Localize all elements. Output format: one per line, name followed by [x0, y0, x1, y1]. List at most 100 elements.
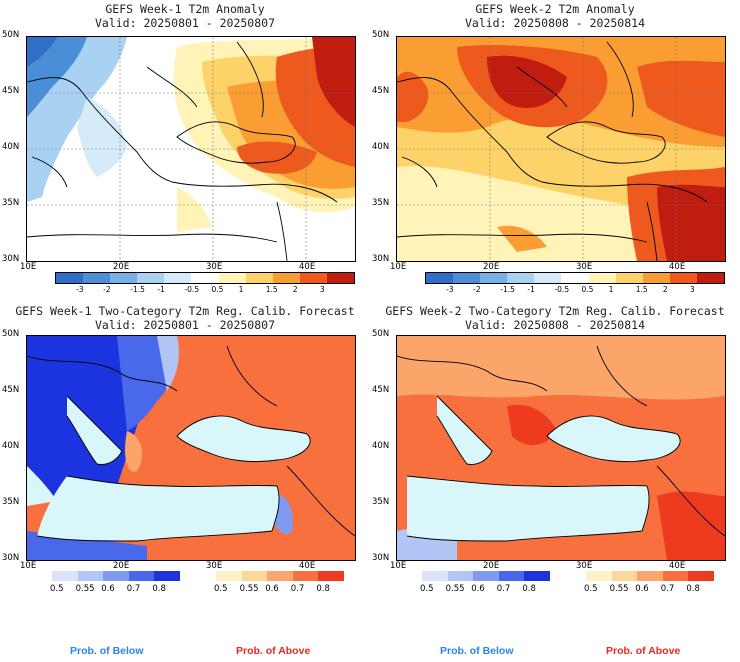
lat-label: 50N [2, 30, 20, 40]
colorbar-tick-label: -2 [473, 285, 481, 294]
prob-tick-label: 0.55 [75, 584, 95, 594]
lon-label: 30E [576, 561, 593, 571]
colorbar-tick-label: 1.5 [635, 285, 648, 294]
colorbar-tick-label: 2 [292, 285, 298, 294]
colorbar-tick-label: -1.5 [500, 285, 515, 294]
colorbar-swatch [77, 571, 104, 581]
prob-tick-label: 0.5 [584, 584, 598, 594]
panel-valid-dates: Valid: 20250808 - 20250814 [464, 16, 645, 30]
lat-label: 35N [372, 198, 390, 208]
colorbar-swatch [216, 571, 242, 581]
lat-label: 40N [372, 441, 390, 451]
colorbar-tick-label: 1.5 [265, 285, 278, 294]
colorbar-swatch [453, 273, 481, 283]
colorbar-swatch [241, 571, 268, 581]
lat-label: 40N [2, 142, 20, 152]
lat-label: 40N [372, 142, 390, 152]
colorbar-swatch [534, 273, 562, 283]
lon-label: 40E [299, 262, 316, 272]
colorbar-tick-label: -3 [446, 285, 454, 294]
colorbar-swatch [642, 273, 670, 283]
colorbar-swatch [52, 571, 78, 581]
colorbar-swatch [615, 273, 643, 283]
colorbar-swatch [164, 273, 192, 283]
colorbar-tick-label: 3 [689, 285, 695, 294]
colorbar-swatch [245, 273, 273, 283]
panel-valid-dates: Valid: 20250801 - 20250807 [94, 318, 275, 332]
colorbar-swatch [272, 273, 300, 283]
lat-label: 45N [2, 86, 20, 96]
colorbar-tick-label: -2 [103, 285, 111, 294]
prob-tick-label: 0.7 [290, 584, 305, 594]
colorbar-tick-label: 3 [319, 285, 325, 294]
colorbar-swatch [422, 571, 448, 581]
map-week1-probability [26, 335, 356, 561]
colorbar-swatch [103, 571, 129, 581]
lat-label: 35N [372, 497, 390, 507]
colorbar-swatch [480, 273, 508, 283]
colorbar-tick-label: -0.5 [184, 285, 200, 294]
colorbar-swatch [586, 571, 612, 581]
colorbar-swatch [588, 273, 616, 283]
panel-title: GEFS Week-2 T2m Anomaly [475, 2, 635, 16]
lat-label: 50N [372, 30, 390, 40]
prob-tick-label: 0.55 [445, 584, 465, 594]
lon-label: 30E [576, 262, 593, 272]
prob-above-colorbar [216, 571, 344, 581]
lat-label: 35N [2, 497, 20, 507]
colorbar-tick-label: 0.5 [581, 285, 594, 294]
panel-title: GEFS Week-2 Two-Category T2m Reg. Calib.… [385, 304, 725, 318]
lon-label: 20E [113, 262, 130, 272]
legend-prob-above: Prob. of Above [606, 645, 681, 657]
colorbar-swatch [507, 273, 535, 283]
colorbar-swatch [473, 571, 499, 581]
colorbar-swatch [447, 571, 474, 581]
colorbar-tick-label: -1.5 [130, 285, 145, 294]
colorbar-tick-label: -1 [157, 285, 165, 294]
prob-tick-label: 0.8 [686, 584, 700, 594]
lat-label: 45N [372, 86, 390, 96]
lon-label: 20E [483, 262, 500, 272]
lat-label: 30N [372, 254, 390, 264]
legend-prob-below: Prob. of Below [70, 645, 144, 657]
colorbar-tick-label: 2 [662, 285, 668, 294]
lon-label: 10E [20, 561, 37, 571]
colorbar-tick-label: -1 [527, 285, 535, 294]
prob-tick-label: 0.5 [214, 584, 228, 594]
prob-tick-label: 0.8 [316, 584, 330, 594]
colorbar-swatch [128, 571, 155, 581]
legend-prob-below: Prob. of Below [440, 645, 514, 657]
lat-label: 30N [2, 553, 20, 563]
lat-label: 35N [2, 198, 20, 208]
colorbar-swatch [669, 273, 697, 283]
prob-above-colorbar [586, 571, 714, 581]
colorbar-swatch [637, 571, 663, 581]
prob-tick-label: 0.6 [471, 584, 485, 594]
prob-tick-label: 0.6 [101, 584, 115, 594]
lon-label: 40E [669, 561, 686, 571]
colorbar-tick-label: 0.5 [211, 285, 224, 294]
colorbar-swatch [688, 571, 714, 581]
colorbar-swatch [561, 273, 589, 283]
lon-label: 20E [113, 561, 130, 571]
colorbar-tick-label: 1 [608, 285, 614, 294]
colorbar-swatch [154, 571, 180, 581]
prob-tick-label: 0.55 [239, 584, 259, 594]
map-week2-probability [396, 335, 726, 561]
prob-below-colorbar [422, 571, 550, 581]
colorbar-swatch [326, 273, 355, 283]
prob-tick-label: 0.6 [265, 584, 279, 594]
colorbar-swatch [137, 273, 165, 283]
prob-tick-label: 0.55 [609, 584, 629, 594]
legend-prob-above: Prob. of Above [236, 645, 311, 657]
colorbar-swatch [83, 273, 111, 283]
lon-label: 40E [669, 262, 686, 272]
colorbar-swatch [696, 273, 725, 283]
panel-valid-dates: Valid: 20250801 - 20250807 [94, 16, 275, 30]
lat-label: 50N [2, 329, 20, 339]
colorbar-swatch [498, 571, 525, 581]
colorbar-swatch [662, 571, 689, 581]
panel-title: GEFS Week-1 T2m Anomaly [105, 2, 265, 16]
prob-tick-label: 0.7 [496, 584, 511, 594]
lon-label: 30E [206, 262, 223, 272]
